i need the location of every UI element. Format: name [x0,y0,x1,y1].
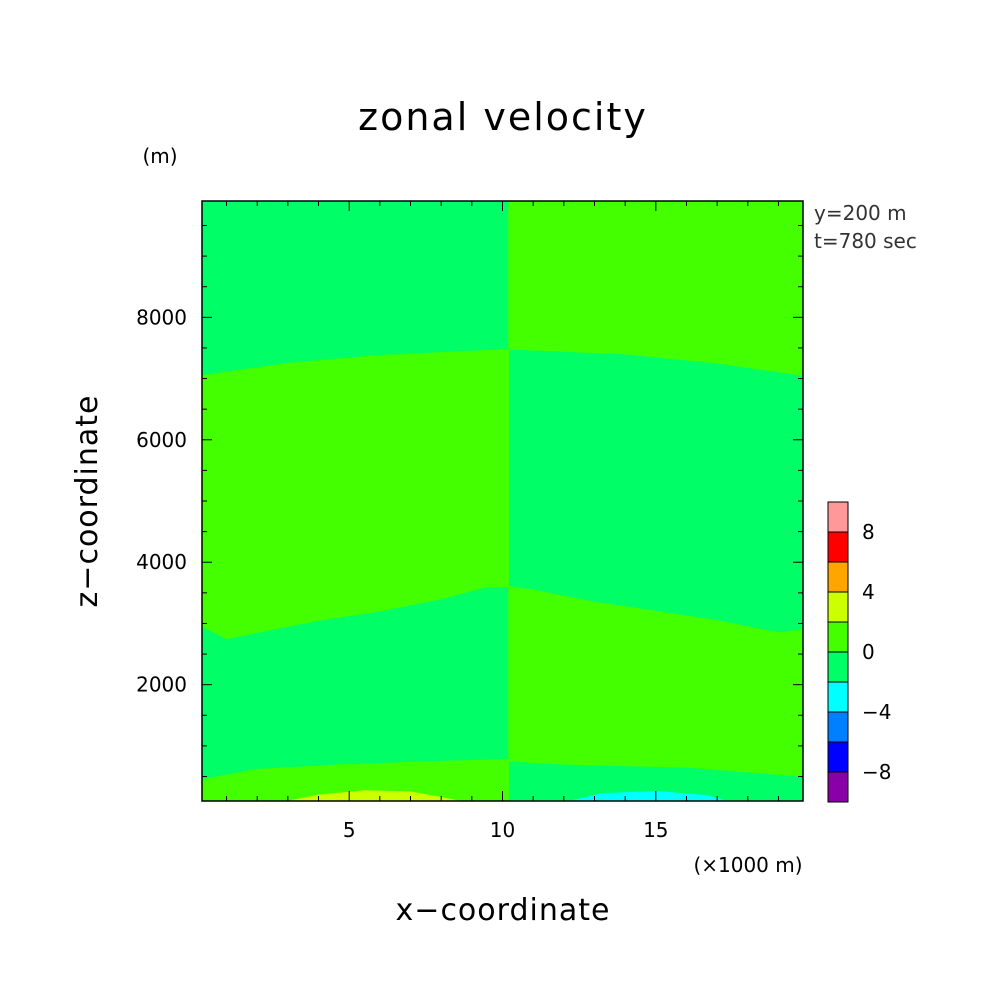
y-tick-label: 4000 [136,550,187,574]
contour-region [201,348,509,640]
colorbar-swatch [827,561,849,593]
colorbar-label: 4 [862,580,875,604]
y-axis-ticks: 2000 4000 6000 8000 [136,305,187,696]
colorbar-swatch [827,741,849,773]
colorbar-swatch [827,621,849,653]
contour-region [508,200,804,376]
y-tick-label: 6000 [136,428,187,452]
contour-region [508,586,804,777]
annotation-t: t=780 sec [814,229,917,253]
colorbar-swatch [827,651,849,683]
y-axis-unit: (m) [142,144,177,168]
colorbar-swatch [827,711,849,743]
y-tick-label: 2000 [136,673,187,697]
colorbar-label: −8 [862,760,891,784]
minor-ticks [202,201,803,801]
colorbar-swatch [827,681,849,713]
annotation-y: y=200 m [814,201,907,225]
colorbar-swatch [827,771,849,803]
colorbar-label: 8 [862,520,875,544]
x-axis-unit: (×1000 m) [693,853,802,877]
y-axis-label: z−coordinate [70,395,105,608]
y-tick-label: 8000 [136,305,187,329]
contour-region [201,759,509,802]
plot-area [201,200,804,802]
chart-title: zonal velocity [358,95,648,139]
x-tick-label: 5 [343,818,356,842]
colorbar-swatch [827,501,849,533]
x-axis-ticks: 5 10 15 [343,818,669,842]
x-tick-label: 15 [643,818,668,842]
contour-regions [201,200,804,802]
colorbar-label: −4 [862,700,891,724]
x-axis-label: x−coordinate [396,893,611,928]
x-tick-label: 10 [490,818,515,842]
colorbar-swatch [827,591,849,623]
colorbar-label: 0 [862,640,875,664]
colorbar: 8 4 0 −4 −8 [827,501,891,803]
colorbar-swatch [827,531,849,563]
